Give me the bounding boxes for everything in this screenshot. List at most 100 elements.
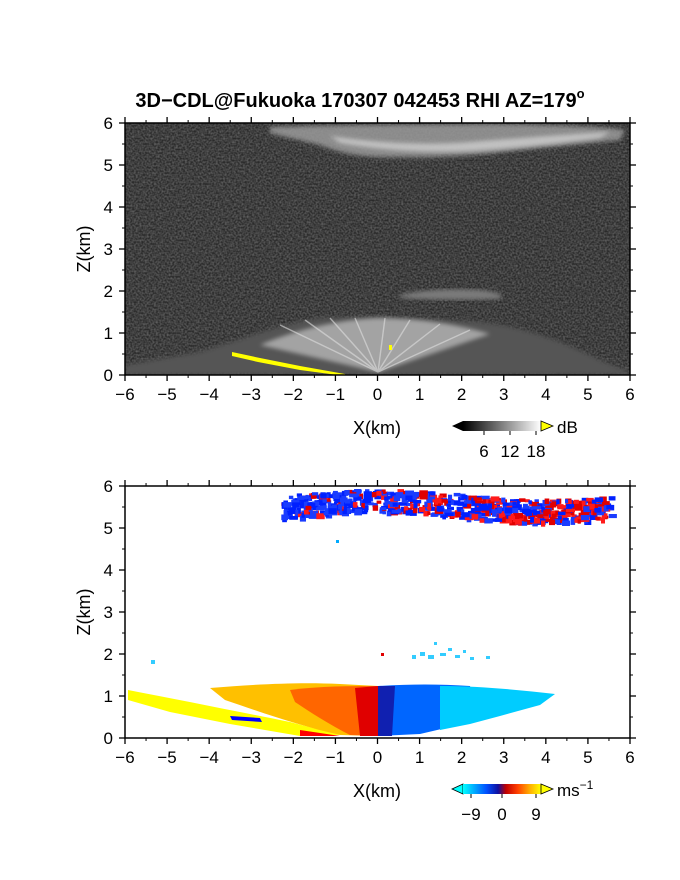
velocity-pixel (515, 504, 522, 511)
velocity-pixel (338, 509, 343, 513)
velocity-pixel (328, 508, 337, 514)
velocity-pixel (400, 506, 405, 512)
velocity-pixel (347, 489, 353, 495)
x-tick-label: 4 (541, 385, 550, 404)
velocity-pixel (531, 501, 539, 508)
velocity-pixel (320, 493, 327, 499)
velocity-pixel (594, 497, 603, 502)
velocity-pixel (361, 503, 365, 509)
velocity-pixel (529, 506, 533, 510)
velocity-pixel (553, 519, 561, 524)
colorbar-tick-label: 6 (479, 442, 488, 461)
y-tick-label: 4 (104, 561, 113, 580)
velocity-pixel (592, 510, 597, 516)
velocity-pixel (312, 501, 320, 506)
velocity-pixel (542, 503, 546, 507)
velocity-pixel (292, 502, 300, 508)
velocity-pixel (348, 503, 356, 508)
velocity-pixel (501, 497, 506, 503)
velocity-pixel (439, 493, 447, 498)
velocity-pixel (327, 492, 331, 498)
y-tick-label: 0 (104, 729, 113, 748)
velocity-pixel (306, 496, 311, 501)
velocity-pixel (379, 507, 387, 511)
velocity-pixel (551, 513, 557, 518)
x-tick-label: 4 (541, 748, 550, 767)
velocity-pixel (401, 497, 408, 503)
velocity-pixel (602, 514, 607, 518)
velocity-pixel (315, 506, 325, 511)
velocity-pixel (299, 503, 306, 509)
velocity-pixel (582, 511, 590, 516)
velocity-pixel (497, 507, 503, 513)
surface-clutter-yellow (232, 352, 345, 375)
velocity-pixel (404, 506, 408, 511)
x-tick-label: −6 (115, 385, 134, 404)
velocity-pixel (303, 501, 311, 508)
echo-features (125, 124, 630, 375)
velocity-pixel (565, 499, 569, 504)
velocity-pixel (349, 501, 353, 505)
velocity-pixel (487, 513, 491, 517)
x-tick-label: −4 (199, 748, 218, 767)
velocity-pixel (307, 503, 316, 507)
velocity-pixel (556, 499, 560, 505)
velocity-pixel (570, 516, 577, 522)
velocity-pixel (301, 512, 305, 518)
velocity-pixel (415, 501, 420, 507)
x-tick-label: −3 (242, 748, 261, 767)
tick-labels: −6 −5 −4 −3 −2 −1 0 1 2 3 4 5 6 0 1 2 3 4 5 6 (104, 114, 635, 404)
surface-clutter-point (389, 345, 392, 350)
velocity-pixel (509, 519, 517, 526)
velocity-pixel (338, 503, 343, 510)
velocity-pixel (532, 521, 538, 527)
velocity-pixel (388, 506, 397, 512)
velocity-pixel (372, 505, 379, 511)
velocity-pixel (532, 506, 542, 510)
velocity-pixel (534, 499, 539, 505)
velocity-pixel (288, 495, 294, 500)
receding-echo-dark (378, 686, 395, 736)
cloud-echo-core (330, 132, 610, 152)
velocity-pixel (402, 494, 409, 500)
y-tick-label: 4 (104, 198, 113, 217)
velocity-pixel (437, 507, 445, 512)
velocity-pixel (447, 506, 454, 511)
velocity-pixel (488, 509, 493, 514)
velocity-pixel (287, 507, 297, 511)
velocity-pixel (580, 500, 586, 507)
velocity-pixel (524, 508, 531, 513)
velocity-pixel (332, 494, 340, 499)
velocity-pixel (563, 513, 571, 517)
velocity-pixel (516, 513, 524, 519)
y-tick-label: 3 (104, 240, 113, 259)
velocity-pixel (562, 520, 570, 526)
velocity-pixel (461, 512, 470, 518)
x-tick-label: 0 (373, 385, 382, 404)
velocity-pixel (530, 517, 534, 523)
velocity-pixel (519, 508, 525, 513)
velocity-pixel (289, 509, 296, 514)
velocity-pixel (430, 491, 436, 496)
velocity-pixel (384, 500, 392, 506)
velocity-pixel (549, 519, 556, 526)
velocity-pixel (471, 514, 479, 520)
colorbar-tick-label: 12 (501, 442, 520, 461)
velocity-pixel (528, 508, 537, 513)
velocity-pixel (562, 509, 571, 516)
velocity-pixel (505, 511, 513, 516)
velocity-pixel (606, 505, 613, 510)
reflectivity-colorbar: 6 12 18 dB (452, 418, 578, 461)
velocity-pixel (477, 512, 487, 517)
velocity-pixel (381, 489, 386, 494)
colorbar-left-triangle (451, 783, 464, 795)
y-tick-label: 3 (104, 603, 113, 622)
velocity-pixel (596, 511, 601, 516)
colorbar-unit: ms−1 (557, 778, 594, 800)
velocity-pixel (334, 499, 340, 502)
velocity-pixel (543, 510, 549, 517)
velocity-pixel (578, 512, 584, 518)
velocity-pixel (285, 514, 293, 520)
